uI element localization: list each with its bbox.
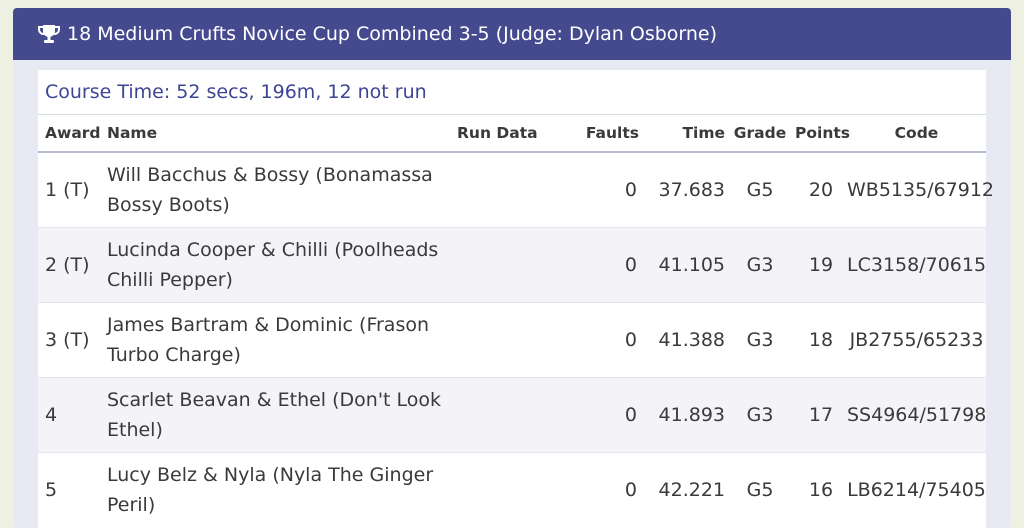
award-cell: 4 — [38, 377, 107, 453]
table-header-row: Award Name Run Data Faults Time Grade Po… — [38, 115, 986, 153]
class-title: 18 Medium Crufts Novice Cup Combined 3-5… — [67, 23, 718, 45]
table-row[interactable]: 4 Scarlet Beavan & Ethel (Don't Look Eth… — [38, 377, 986, 453]
time-cell: 42.221 — [639, 452, 725, 527]
time-cell: 41.105 — [639, 227, 725, 303]
faults-cell: 0 — [562, 151, 639, 228]
faults-cell: 0 — [562, 227, 639, 303]
faults-cell: 0 — [562, 452, 639, 527]
points-cell: 19 — [795, 227, 847, 303]
grade-cell: G3 — [725, 302, 795, 378]
time-cell: 37.683 — [639, 151, 725, 228]
results-card: 18 Medium Crufts Novice Cup Combined 3-5… — [13, 8, 1011, 528]
handler-dog-name: Lucy Belz & Nyla (Nyla The Ginger — [107, 464, 434, 486]
table-row[interactable]: 3 (T) James Bartram & Dominic (Frason Tu… — [38, 302, 986, 378]
code-cell: JB2755/65233 — [847, 302, 986, 378]
name-cell[interactable]: Lucinda Cooper & Chilli (Poolheads Chill… — [107, 227, 457, 303]
col-time[interactable]: Time — [639, 115, 725, 153]
handler-dog-name: James Bartram & Dominic (Frason — [107, 314, 430, 336]
table-row[interactable]: 1 (T) Will Bacchus & Bossy (Bonamassa Bo… — [38, 151, 994, 228]
run-data-cell — [457, 377, 562, 453]
results-table: Award Name Run Data Faults Time Grade Po… — [38, 115, 994, 527]
col-name[interactable]: Name — [107, 115, 457, 153]
award-cell: 5 — [38, 452, 107, 527]
run-data-cell — [457, 151, 562, 228]
col-faults[interactable]: Faults — [562, 115, 639, 153]
col-points[interactable]: Points — [795, 115, 850, 153]
code-cell: LC3158/70615 — [847, 227, 986, 303]
class-header[interactable]: 18 Medium Crufts Novice Cup Combined 3-5… — [13, 8, 1011, 60]
grade-cell: G5 — [725, 452, 795, 527]
faults-cell: 0 — [562, 302, 639, 378]
handler-dog-name-cont: Turbo Charge) — [107, 344, 241, 366]
handler-dog-name-cont: Bossy Boots) — [107, 194, 230, 216]
points-cell: 16 — [795, 452, 847, 527]
code-cell: WB5135/67912 — [847, 151, 994, 228]
run-data-cell — [457, 452, 562, 527]
code-cell: LB6214/75405 — [847, 452, 986, 527]
handler-dog-name: Lucinda Cooper & Chilli (Poolheads — [107, 239, 439, 261]
name-cell[interactable]: Lucy Belz & Nyla (Nyla The Ginger Peril) — [107, 452, 457, 527]
points-cell: 18 — [795, 302, 847, 378]
col-grade[interactable]: Grade — [725, 115, 795, 153]
col-code[interactable]: Code — [847, 115, 986, 153]
col-run-data[interactable]: Run Data — [457, 115, 562, 153]
points-cell: 20 — [795, 151, 847, 228]
award-cell: 1 (T) — [38, 151, 107, 228]
faults-cell: 0 — [562, 377, 639, 453]
results-panel: Course Time: 52 secs, 196m, 12 not run A… — [38, 70, 994, 528]
handler-dog-name-cont: Peril) — [107, 494, 156, 516]
table-row[interactable]: 5 Lucy Belz & Nyla (Nyla The Ginger Peri… — [38, 452, 986, 527]
table-row[interactable]: 2 (T) Lucinda Cooper & Chilli (Poolheads… — [38, 227, 986, 303]
grade-cell: G5 — [725, 151, 795, 228]
points-cell: 17 — [795, 377, 847, 453]
col-award[interactable]: Award — [38, 115, 107, 153]
grade-cell: G3 — [725, 227, 795, 303]
run-data-cell — [457, 302, 562, 378]
time-cell: 41.388 — [639, 302, 725, 378]
handler-dog-name: Scarlet Beavan & Ethel (Don't Look — [107, 389, 442, 411]
name-cell[interactable]: Will Bacchus & Bossy (Bonamassa Bossy Bo… — [107, 151, 457, 228]
trophy-icon — [37, 23, 61, 45]
handler-dog-name-cont: Chilli Pepper) — [107, 269, 233, 291]
grade-cell: G3 — [725, 377, 795, 453]
run-data-cell — [457, 227, 562, 303]
handler-dog-name-cont: Ethel) — [107, 419, 163, 441]
handler-dog-name: Will Bacchus & Bossy (Bonamassa — [107, 164, 433, 186]
course-info: Course Time: 52 secs, 196m, 12 not run — [38, 70, 986, 115]
name-cell[interactable]: James Bartram & Dominic (Frason Turbo Ch… — [107, 302, 457, 378]
code-cell: SS4964/51798 — [847, 377, 986, 453]
award-cell: 2 (T) — [38, 227, 107, 303]
time-cell: 41.893 — [639, 377, 725, 453]
award-cell: 3 (T) — [38, 302, 107, 378]
name-cell[interactable]: Scarlet Beavan & Ethel (Don't Look Ethel… — [107, 377, 457, 453]
